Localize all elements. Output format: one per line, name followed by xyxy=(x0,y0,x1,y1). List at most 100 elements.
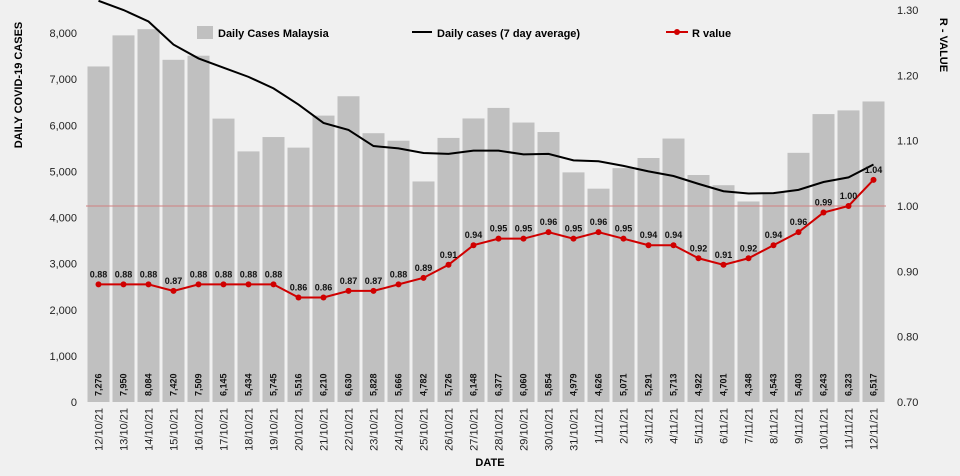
x-axis-title: DATE xyxy=(475,457,504,469)
r-value-point-9 xyxy=(295,294,302,301)
legend-label-7day-average: Daily cases (7 day average) xyxy=(437,28,580,40)
bar-label-5: 7,509 xyxy=(194,373,204,396)
y-tick-right-4: 1.00 xyxy=(897,201,918,213)
x-tick-21: 1/11/21 xyxy=(594,408,606,444)
y-tick-left-1: 0 xyxy=(71,397,77,409)
x-tick-24: 4/11/21 xyxy=(669,408,681,444)
bar-8 xyxy=(262,137,285,402)
r-value-label-18: 0.95 xyxy=(515,224,533,234)
bar-25 xyxy=(687,175,710,402)
y-axis-title-left: DAILY COVID-19 CASES xyxy=(13,22,25,149)
bar-label-12: 5,828 xyxy=(369,373,379,396)
bar-label-11: 6,630 xyxy=(344,373,354,396)
bar-label-25: 4,922 xyxy=(694,373,704,396)
bar-label-16: 6,148 xyxy=(469,373,479,396)
bar-20 xyxy=(562,172,585,402)
x-tick-23: 3/11/21 xyxy=(644,408,656,444)
r-value-label-4: 0.87 xyxy=(165,276,183,286)
r-value-label-27: 0.92 xyxy=(740,243,758,253)
r-value-label-28: 0.94 xyxy=(765,230,783,240)
bar-3 xyxy=(137,29,160,403)
r-value-label-9: 0.86 xyxy=(290,282,308,292)
r-value-label-31: 1.00 xyxy=(840,191,858,201)
r-value-label-3: 0.88 xyxy=(140,269,158,279)
r-value-point-12 xyxy=(370,287,377,294)
bar-29 xyxy=(787,152,810,402)
x-tick-15: 26/10/21 xyxy=(444,408,456,451)
r-value-point-1 xyxy=(95,281,102,288)
bar-23 xyxy=(637,157,660,402)
r-value-label-20: 0.95 xyxy=(565,224,583,234)
bar-6 xyxy=(212,118,235,402)
y-tick-right-3: 0.90 xyxy=(897,266,918,278)
bar-11 xyxy=(337,96,360,403)
y-tick-right-2: 0.80 xyxy=(897,332,918,344)
bar-label-7: 5,434 xyxy=(244,373,254,396)
seven-day-average-line xyxy=(98,0,874,195)
y-tick-left-8: 7,000 xyxy=(49,74,77,86)
bar-label-4: 7,420 xyxy=(169,373,179,396)
r-value-point-8 xyxy=(270,281,277,288)
bar-label-8: 5,745 xyxy=(269,373,279,396)
bar-2 xyxy=(112,35,135,402)
bar-label-3: 8,084 xyxy=(144,373,154,396)
y-tick-left-6: 5,000 xyxy=(49,166,77,178)
bar-1 xyxy=(87,66,110,402)
bar-26 xyxy=(712,185,735,402)
y-tick-left-9: 8,000 xyxy=(49,28,77,40)
r-value-point-31 xyxy=(845,203,852,209)
bar-7 xyxy=(237,151,260,402)
r-value-label-26: 0.91 xyxy=(715,250,733,260)
bar-32 xyxy=(862,101,885,402)
x-tick-16: 27/10/21 xyxy=(469,408,481,451)
r-value-point-10 xyxy=(320,294,327,301)
r-value-label-25: 0.92 xyxy=(690,243,708,253)
x-tick-9: 20/10/21 xyxy=(294,408,306,451)
r-value-point-28 xyxy=(770,242,777,249)
r-value-point-4 xyxy=(170,287,177,294)
bar-18 xyxy=(512,122,535,402)
r-value-label-29: 0.96 xyxy=(790,217,808,227)
r-value-point-30 xyxy=(820,209,827,216)
bar-label-13: 5,666 xyxy=(394,373,404,396)
r-value-point-26 xyxy=(720,261,727,268)
x-tick-28: 8/11/21 xyxy=(769,408,781,444)
y-tick-left-4: 3,000 xyxy=(49,259,77,271)
y-tick-right-6: 1.20 xyxy=(897,70,918,82)
bar-label-9: 5,516 xyxy=(294,373,304,396)
r-value-label-14: 0.89 xyxy=(415,263,433,273)
bar-label-18: 6,060 xyxy=(519,373,529,396)
r-value-label-23: 0.94 xyxy=(640,230,658,240)
r-value-point-23 xyxy=(645,242,652,249)
r-value-label-16: 0.94 xyxy=(465,230,483,240)
r-value-point-22 xyxy=(620,235,627,242)
y-tick-right-5: 1.10 xyxy=(897,136,918,148)
x-tick-26: 6/11/21 xyxy=(719,408,731,444)
x-tick-2: 13/10/21 xyxy=(119,408,131,451)
legend-swatch-daily-cases xyxy=(197,26,213,39)
bar-24 xyxy=(662,138,685,402)
bar-30 xyxy=(812,114,835,403)
r-value-point-25 xyxy=(695,255,702,262)
r-value-line xyxy=(98,179,875,299)
r-value-point-20 xyxy=(570,235,577,242)
r-value-point-17 xyxy=(495,235,502,242)
x-tick-29: 9/11/21 xyxy=(794,408,806,444)
r-value-label-12: 0.87 xyxy=(365,276,383,286)
x-tick-31: 11/11/21 xyxy=(844,408,856,449)
r-value-label-1: 0.88 xyxy=(90,269,108,279)
bar-19 xyxy=(537,132,560,403)
r-value-label-21: 0.96 xyxy=(590,217,608,227)
r-value-point-11 xyxy=(345,287,352,294)
r-value-label-5: 0.88 xyxy=(190,269,208,279)
bar-16 xyxy=(462,118,485,403)
r-value-label-7: 0.88 xyxy=(240,269,258,279)
r-value-label-19: 0.96 xyxy=(540,217,558,227)
bar-28 xyxy=(762,192,785,402)
y-tick-left-3: 2,000 xyxy=(49,305,77,317)
r-value-label-10: 0.86 xyxy=(315,282,333,292)
r-value-point-21 xyxy=(595,229,602,236)
bar-label-27: 4,348 xyxy=(744,373,754,396)
x-tick-14: 25/10/21 xyxy=(419,408,431,451)
x-tick-4: 15/10/21 xyxy=(169,408,181,451)
